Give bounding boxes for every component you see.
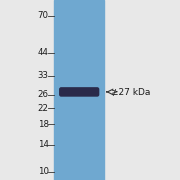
Text: 18: 18: [38, 120, 49, 129]
Text: 22: 22: [38, 104, 49, 113]
Bar: [54, 0, 104, 180]
Text: 44: 44: [38, 48, 49, 57]
Text: 33: 33: [38, 71, 49, 80]
Text: ≱27 kDa: ≱27 kDa: [111, 87, 150, 96]
Text: 70: 70: [38, 11, 49, 20]
FancyBboxPatch shape: [60, 88, 99, 96]
Text: 14: 14: [38, 140, 49, 149]
Text: 26: 26: [38, 91, 49, 100]
Text: 10: 10: [38, 167, 49, 176]
